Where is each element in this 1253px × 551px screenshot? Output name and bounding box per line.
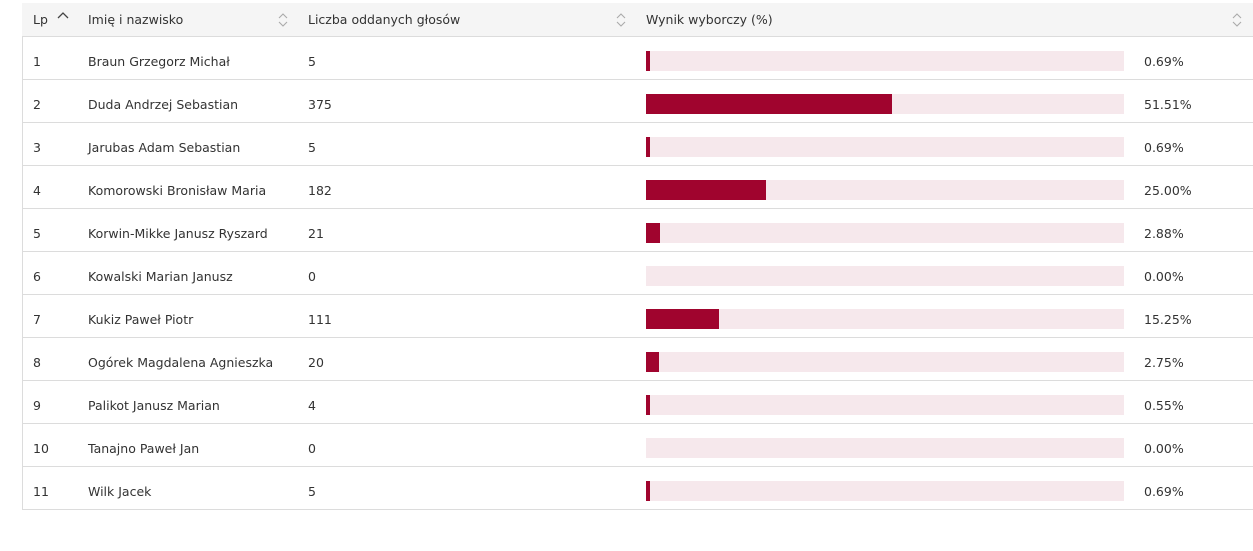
election-results-table: Lp Imię i nazwisko Liczba oddanych głosó… xyxy=(22,3,1253,510)
table-border xyxy=(22,36,23,510)
candidate-name: Kukiz Paweł Piotr xyxy=(88,312,194,327)
result-bar-fill xyxy=(646,94,893,114)
result-bar-track xyxy=(646,352,1124,372)
table-body: 1 Braun Grzegorz Michał 5 0.69% 2 Duda Andrze… xyxy=(22,37,1253,510)
result-bar-fill xyxy=(646,137,650,157)
column-header-lp[interactable]: Lp xyxy=(33,3,48,36)
sort-ascending-icon[interactable] xyxy=(57,10,69,20)
result-percentage: 0.55% xyxy=(1144,398,1184,413)
table-row: 8 Ogórek Magdalena Agnieszka 20 2.75% xyxy=(22,338,1253,381)
table-row: 1 Braun Grzegorz Michał 5 0.69% xyxy=(22,37,1253,80)
column-header-votes-label: Liczba oddanych głosów xyxy=(308,12,461,27)
result-percentage: 0.00% xyxy=(1144,441,1184,456)
result-percentage: 0.69% xyxy=(1144,54,1184,69)
row-number: 8 xyxy=(33,355,41,370)
result-bar-track xyxy=(646,180,1124,200)
column-header-name-label: Imię i nazwisko xyxy=(88,12,184,27)
result-percentage: 15.25% xyxy=(1144,312,1192,327)
result-bar-fill xyxy=(646,352,660,372)
result-percentage: 25.00% xyxy=(1144,183,1192,198)
candidate-name: Komorowski Bronisław Maria xyxy=(88,183,267,198)
vote-count: 21 xyxy=(308,226,324,241)
result-bar-track xyxy=(646,223,1124,243)
candidate-name: Palikot Janusz Marian xyxy=(88,398,220,413)
vote-count: 5 xyxy=(308,140,316,155)
result-bar-track xyxy=(646,51,1124,71)
row-number: 4 xyxy=(33,183,41,198)
result-percentage: 0.00% xyxy=(1144,269,1184,284)
vote-count: 375 xyxy=(308,97,332,112)
candidate-name: Kowalski Marian Janusz xyxy=(88,269,233,284)
result-bar-fill xyxy=(646,51,650,71)
table-row: 10 Tanajno Paweł Jan 0 0.00% xyxy=(22,424,1253,467)
vote-count: 5 xyxy=(308,54,316,69)
table-header: Lp Imię i nazwisko Liczba oddanych głosó… xyxy=(22,3,1253,37)
result-percentage: 0.69% xyxy=(1144,140,1184,155)
row-number: 11 xyxy=(33,484,49,499)
result-bar-track xyxy=(646,137,1124,157)
candidate-name: Tanajno Paweł Jan xyxy=(88,441,200,456)
table-row: 11 Wilk Jacek 5 0.69% xyxy=(22,467,1253,510)
column-header-result[interactable]: Wynik wyborczy (%) xyxy=(646,3,773,36)
result-bar-track xyxy=(646,395,1124,415)
vote-count: 20 xyxy=(308,355,324,370)
row-number: 2 xyxy=(33,97,41,112)
result-percentage: 0.69% xyxy=(1144,484,1184,499)
candidate-name: Ogórek Magdalena Agnieszka xyxy=(88,355,274,370)
candidate-name: Korwin-Mikke Janusz Ryszard xyxy=(88,226,268,241)
vote-count: 4 xyxy=(308,398,316,413)
row-number: 9 xyxy=(33,398,41,413)
result-bar-track xyxy=(646,438,1124,458)
vote-count: 0 xyxy=(308,441,316,456)
result-bar-fill xyxy=(646,223,660,243)
result-bar-track xyxy=(646,94,1124,114)
vote-count: 182 xyxy=(308,183,332,198)
table-row: 3 Jarubas Adam Sebastian 5 0.69% xyxy=(22,123,1253,166)
table-row: 9 Palikot Janusz Marian 4 0.55% xyxy=(22,381,1253,424)
row-number: 7 xyxy=(33,312,41,327)
result-percentage: 51.51% xyxy=(1144,97,1192,112)
candidate-name: Jarubas Adam Sebastian xyxy=(88,140,241,155)
row-number: 1 xyxy=(33,54,41,69)
row-number: 10 xyxy=(33,441,49,456)
table-row: 7 Kukiz Paweł Piotr 111 15.25% xyxy=(22,295,1253,338)
result-bar-fill xyxy=(646,309,719,329)
table-row: 6 Kowalski Marian Janusz 0 0.00% xyxy=(22,252,1253,295)
candidate-name: Duda Andrzej Sebastian xyxy=(88,97,239,112)
row-number: 3 xyxy=(33,140,41,155)
result-bar-track xyxy=(646,481,1124,501)
table-row: 4 Komorowski Bronisław Maria 182 25.00% xyxy=(22,166,1253,209)
result-bar-fill xyxy=(646,395,650,415)
result-percentage: 2.88% xyxy=(1144,226,1184,241)
result-percentage: 2.75% xyxy=(1144,355,1184,370)
sort-toggle-icon[interactable] xyxy=(1231,12,1243,28)
result-bar-track xyxy=(646,309,1124,329)
row-number: 5 xyxy=(33,226,41,241)
candidate-name: Wilk Jacek xyxy=(88,484,152,499)
vote-count: 111 xyxy=(308,312,332,327)
column-header-result-label: Wynik wyborczy (%) xyxy=(646,12,773,27)
table-row: 2 Duda Andrzej Sebastian 375 51.51% xyxy=(22,80,1253,123)
result-bar-fill xyxy=(646,481,650,501)
result-bar-track xyxy=(646,266,1124,286)
table-row: 5 Korwin-Mikke Janusz Ryszard 21 2.88% xyxy=(22,209,1253,252)
column-header-lp-label: Lp xyxy=(33,12,48,27)
column-header-name[interactable]: Imię i nazwisko xyxy=(88,3,183,36)
sort-toggle-icon[interactable] xyxy=(277,12,289,28)
column-header-votes[interactable]: Liczba oddanych głosów xyxy=(308,3,460,36)
row-number: 6 xyxy=(33,269,41,284)
result-bar-fill xyxy=(646,180,766,200)
vote-count: 0 xyxy=(308,269,316,284)
candidate-name: Braun Grzegorz Michał xyxy=(88,54,230,69)
vote-count: 5 xyxy=(308,484,316,499)
sort-toggle-icon[interactable] xyxy=(615,12,627,28)
